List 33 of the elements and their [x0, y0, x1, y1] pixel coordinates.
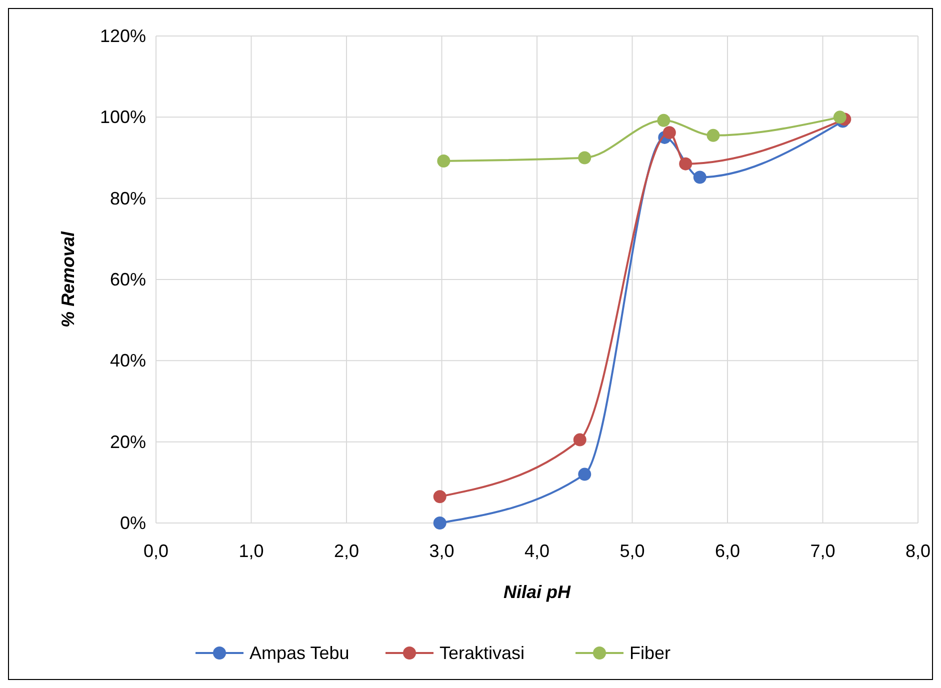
point [433, 516, 446, 530]
point [433, 490, 446, 504]
x-tick-label: 8,0 [905, 541, 931, 561]
y-tick-label: 80% [110, 188, 146, 208]
point [679, 157, 692, 170]
point [578, 468, 592, 481]
x-tick-label: 7,0 [810, 541, 836, 561]
y-axis-title: % Removal [58, 230, 78, 328]
point [693, 170, 706, 184]
point [437, 154, 450, 168]
y-tick-label: 120% [100, 26, 146, 46]
y-tick-label: 100% [100, 107, 146, 128]
x-tick-label: 5,0 [620, 541, 645, 561]
x-tick-label: 2,0 [334, 541, 360, 561]
point [578, 151, 592, 164]
x-tick-label: 0,0 [143, 541, 169, 561]
x-tick-label: 6,0 [714, 541, 740, 561]
point [657, 114, 670, 127]
y-tick-label: 60% [110, 270, 146, 290]
legend-label: Fiber [630, 643, 671, 663]
x-tick-label: 4,0 [524, 541, 550, 561]
x-tick-label: 1,0 [238, 541, 264, 561]
y-tick-label: 40% [110, 350, 146, 371]
y-tick-label: 20% [110, 432, 146, 452]
point [833, 110, 846, 124]
x-tick-label: 3,0 [429, 541, 454, 561]
point [706, 128, 720, 142]
point [573, 433, 586, 446]
point [662, 126, 676, 140]
x-axis-title: Nilai pH [503, 582, 572, 602]
legend-label: Teraktivasi [440, 643, 525, 663]
legend-label: Ampas Tebu [250, 643, 350, 663]
y-tick-label: 0% [120, 513, 146, 533]
